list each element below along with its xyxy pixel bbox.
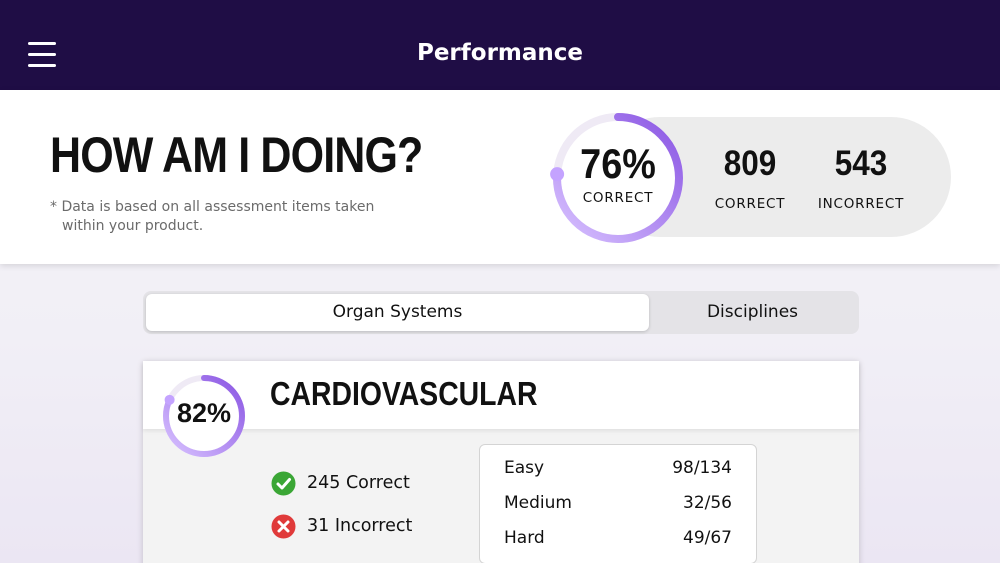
card-title: CARDIOVASCULAR bbox=[270, 375, 538, 412]
correct-label: CORRECT bbox=[714, 196, 786, 212]
difficulty-table: Easy 98/134 Medium 32/56 Hard 49/67 bbox=[479, 444, 757, 563]
difficulty-level: Easy bbox=[504, 458, 545, 478]
difficulty-level: Medium bbox=[504, 493, 572, 513]
x-circle-icon bbox=[271, 514, 296, 538]
top-bar: Performance bbox=[0, 0, 1000, 90]
headline: HOW AM I DOING? bbox=[50, 127, 423, 183]
summary-panel: HOW AM I DOING? * Data is based on all a… bbox=[0, 90, 1000, 264]
category-tabs: Organ Systems Disciplines bbox=[143, 291, 859, 334]
difficulty-score: 98/134 bbox=[672, 458, 732, 478]
hamburger-menu-icon[interactable] bbox=[28, 42, 56, 67]
difficulty-score: 32/56 bbox=[683, 493, 732, 513]
tab-organ-systems[interactable]: Organ Systems bbox=[146, 294, 649, 331]
correct-stat: 809 CORRECT bbox=[680, 144, 820, 212]
incorrect-result: 31 Incorrect bbox=[271, 513, 412, 539]
tab-disciplines[interactable]: Disciplines bbox=[706, 302, 799, 322]
incorrect-text: 31 Incorrect bbox=[307, 516, 413, 536]
card-progress-ring: 82% bbox=[161, 373, 247, 459]
difficulty-row-hard: Hard 49/67 bbox=[504, 528, 732, 552]
incorrect-stat: 543 INCORRECT bbox=[791, 144, 931, 212]
incorrect-label: INCORRECT bbox=[817, 196, 905, 212]
correct-text: 245 Correct bbox=[307, 473, 410, 493]
page-title: Performance bbox=[416, 40, 584, 66]
card-header: CARDIOVASCULAR bbox=[143, 361, 859, 429]
check-circle-icon bbox=[271, 471, 296, 495]
correct-result: 245 Correct bbox=[271, 470, 410, 496]
overall-progress-ring: 76% CORRECT bbox=[550, 110, 686, 246]
overall-percent-caption: CORRECT bbox=[582, 190, 654, 206]
incorrect-count: 543 bbox=[834, 144, 888, 183]
card-percent: 82% bbox=[176, 398, 232, 428]
difficulty-level: Hard bbox=[504, 528, 545, 548]
difficulty-score: 49/67 bbox=[683, 528, 732, 548]
overall-percent: 76% bbox=[580, 140, 656, 187]
difficulty-row-medium: Medium 32/56 bbox=[504, 493, 732, 517]
difficulty-row-easy: Easy 98/134 bbox=[504, 458, 732, 482]
data-note: * Data is based on all assessment items … bbox=[50, 199, 375, 234]
correct-count: 809 bbox=[723, 144, 777, 183]
cardiovascular-card[interactable]: CARDIOVASCULAR 82% 245 Correct bbox=[143, 361, 859, 563]
